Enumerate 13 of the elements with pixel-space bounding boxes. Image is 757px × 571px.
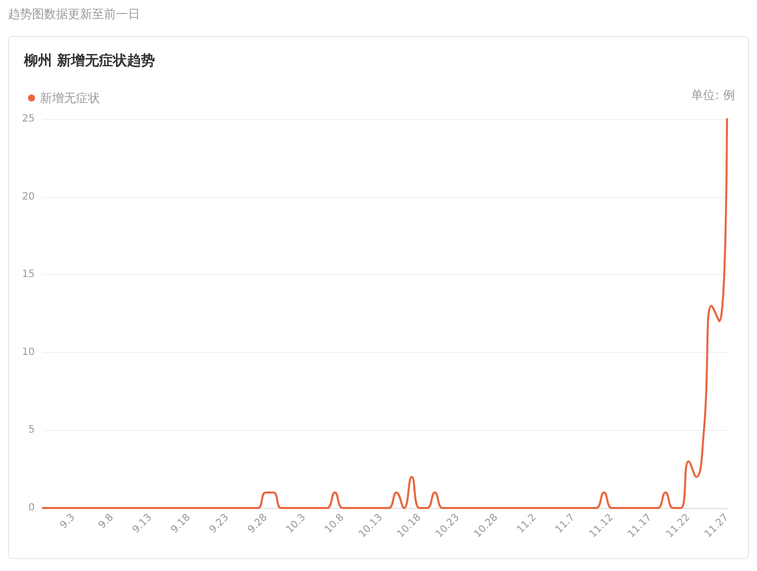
y-tick-label: 25 bbox=[22, 114, 35, 124]
y-tick-label: 20 bbox=[22, 191, 35, 202]
x-tick-label: 9.8 bbox=[96, 512, 116, 532]
line-series bbox=[42, 118, 728, 509]
y-axis-title: 单位: 例 bbox=[691, 88, 735, 102]
y-tick-label: 15 bbox=[22, 269, 35, 280]
text: 趋势图数据更新至前一日 bbox=[8, 6, 141, 23]
y-tick-label: 10 bbox=[22, 346, 35, 358]
x-tick-label: 9.3 bbox=[58, 512, 78, 532]
legend-label: 新增无症状 bbox=[40, 91, 100, 105]
y-tick-label: 0 bbox=[28, 502, 35, 514]
y-tick-label: 5 bbox=[28, 424, 35, 436]
chart-title: 柳州 新增无症状趋势 bbox=[23, 52, 155, 69]
